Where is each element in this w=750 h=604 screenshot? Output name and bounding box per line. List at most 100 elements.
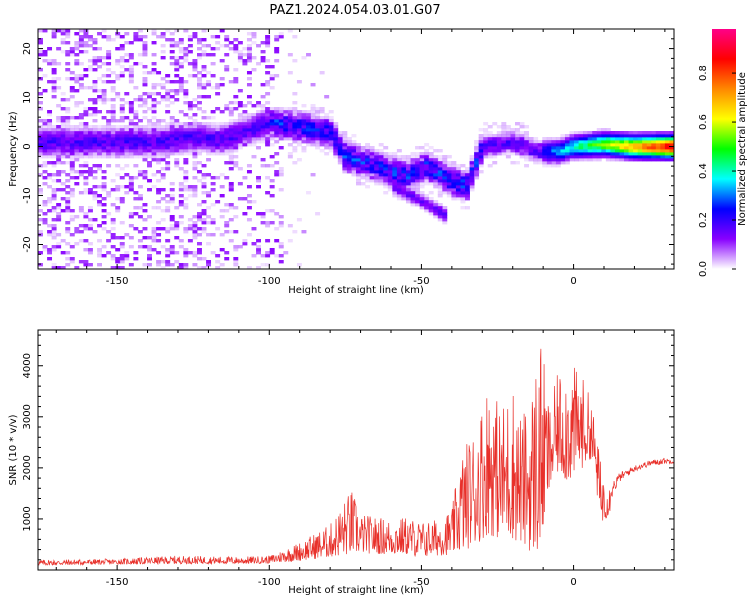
spectrogram-cell <box>206 146 212 150</box>
spectrogram-cell <box>197 134 202 138</box>
spectrogram-cell <box>242 125 248 129</box>
spectrogram-cell <box>210 203 216 207</box>
spectrogram-cell <box>387 170 393 174</box>
spectrogram-cell <box>128 110 134 114</box>
spectrogram-cell <box>201 65 207 69</box>
spectrogram-cell <box>128 224 134 228</box>
spectrogram-cell <box>637 158 643 162</box>
spectrogram-cell <box>351 155 357 159</box>
spectrogram-cell <box>87 125 93 129</box>
spectrogram-cell <box>51 266 57 270</box>
spectrogram-cell <box>137 29 143 33</box>
spectrogram-cell <box>251 32 257 36</box>
spectrogram-cell <box>455 167 461 171</box>
spectrogram-cell <box>151 101 157 105</box>
spectrogram-cell <box>396 173 402 177</box>
spectrogram-cell <box>178 140 184 144</box>
spectrogram-cell <box>169 134 175 138</box>
spectrogram-cell <box>137 143 143 147</box>
spectrogram-cell <box>74 77 80 81</box>
spectrogram-cell <box>319 128 325 132</box>
spectrogram-cell <box>83 86 89 90</box>
spectrogram-cell <box>365 155 371 159</box>
spectrogram-cell <box>519 152 525 156</box>
spectrogram-cell <box>319 71 325 75</box>
spectrogram-cell <box>574 137 579 141</box>
spectrogram-cell <box>437 191 443 195</box>
spectrogram-cell <box>342 140 348 144</box>
spectrogram-cell <box>128 101 134 105</box>
spectrogram-cell <box>233 248 239 252</box>
spectrogram-cell <box>174 128 180 132</box>
spectrogram-cell <box>224 176 230 180</box>
spectrogram-cell <box>269 116 275 120</box>
spectrogram-cell <box>97 203 102 207</box>
spectrogram-cell <box>260 137 266 141</box>
spectrogram-cell <box>365 146 371 150</box>
spectrogram-cell <box>455 182 461 186</box>
spectrogram-cell <box>110 134 116 138</box>
spectrogram-cell <box>119 35 125 39</box>
spectrogram-cell <box>501 140 507 144</box>
spectrogram-cell <box>296 140 302 144</box>
spectrogram-cell <box>56 266 62 270</box>
spectrogram-cell <box>396 176 402 180</box>
spectrogram-cell <box>128 188 134 192</box>
spectrogram-cell <box>133 137 139 141</box>
spectrogram-cell <box>474 173 480 177</box>
spectrogram-cell <box>51 161 57 165</box>
spectrogram-cell <box>551 158 557 162</box>
spectrogram-cell <box>328 134 334 138</box>
spectrogram-cell <box>274 254 280 258</box>
spectrogram-cell <box>274 59 280 63</box>
spectrogram-cell <box>87 209 93 213</box>
spectrogram-cell <box>142 98 148 102</box>
spectrogram-cell <box>197 218 202 222</box>
spectrogram-cell <box>492 140 498 144</box>
spectrogram-cell <box>237 116 243 120</box>
spectrogram-cell <box>47 134 53 138</box>
spectrogram-cell <box>210 137 216 141</box>
spectrogram-cell <box>646 158 652 162</box>
spectrogram-cell <box>142 92 148 96</box>
spectrogram-cell <box>169 62 175 66</box>
spectrogram-cell <box>246 77 252 81</box>
spectrogram-cell <box>333 149 339 153</box>
spectrogram-cell <box>65 137 71 141</box>
spectrogram-cell <box>215 107 221 111</box>
spectrogram-cell <box>410 188 416 192</box>
spectrogram-cell <box>428 197 434 201</box>
spectrogram-cell <box>133 143 139 147</box>
spectrogram-cell <box>269 248 275 252</box>
spectrogram-cell <box>151 83 157 87</box>
spectrogram-cell <box>546 149 552 153</box>
spectrogram-cell <box>292 35 298 39</box>
spectrogram-cell <box>465 182 470 186</box>
spectrogram-cell <box>256 245 261 249</box>
spectrogram-cell <box>128 176 134 180</box>
spectrogram-cell <box>478 161 484 165</box>
spectrogram-cell <box>242 62 248 66</box>
spectrogram-cell <box>87 167 93 171</box>
spectrogram-cell <box>201 218 207 222</box>
spectrogram-cell <box>47 224 53 228</box>
spectrogram-cell <box>92 59 98 63</box>
spectrogram-cell <box>237 182 243 186</box>
spectrogram-cell <box>315 212 321 216</box>
spectrogram-cell <box>74 53 80 57</box>
spectrogram-cell <box>324 119 330 123</box>
spectrogram-cell <box>269 113 275 117</box>
spectrogram-cell <box>201 221 207 225</box>
spectrogram-cell <box>233 80 239 84</box>
spectrogram-cell <box>610 134 616 138</box>
spectrogram-cell <box>269 179 275 183</box>
spectrogram-cell <box>119 137 125 141</box>
spectrogram-cell <box>65 77 71 81</box>
spectrogram-cell <box>610 158 616 162</box>
spectrogram-cell <box>42 131 48 135</box>
spectrogram-cell <box>65 251 71 255</box>
spectrogram-cell <box>369 179 375 183</box>
spectrogram-cell <box>474 149 480 153</box>
spectrogram-cell <box>192 122 198 126</box>
spectrogram-cell <box>156 263 162 267</box>
